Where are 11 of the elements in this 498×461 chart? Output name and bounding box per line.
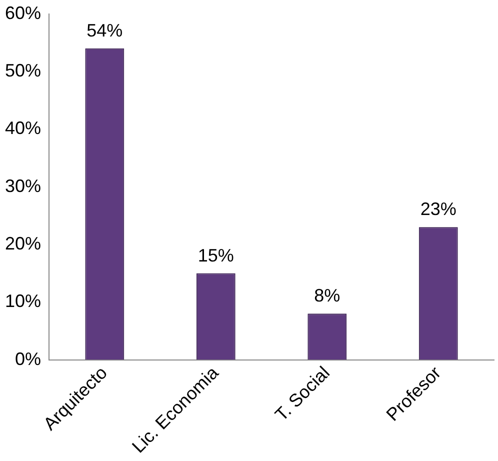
y-tick-label: 60% [4,2,42,23]
y-tick-label: 40% [4,118,42,138]
y-tick-label: 50% [4,60,42,80]
data-label: 15% [198,245,234,266]
data-label: 54% [86,20,123,40]
y-tick-label: 0% [15,348,42,369]
y-tick-label: 20% [4,233,42,254]
data-label: 23% [420,199,456,220]
data-label: 8% [314,286,340,306]
y-tick-label: 10% [4,291,42,312]
y-tick-label: 30% [4,176,42,196]
